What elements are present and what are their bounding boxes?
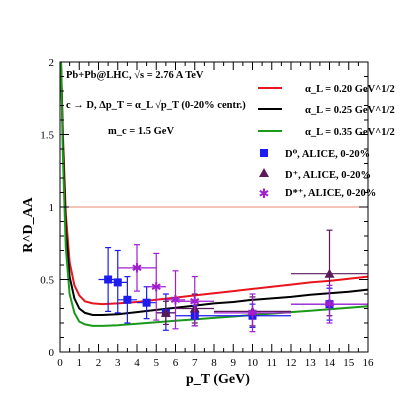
x-tick-label: 15 xyxy=(343,357,355,369)
square-marker xyxy=(123,295,132,304)
x-tick-label: 4 xyxy=(134,357,140,369)
x-tick-label: 14 xyxy=(324,357,336,369)
y-tick-label: 1 xyxy=(49,202,55,214)
data-point-star-2: ✱ xyxy=(165,270,186,330)
square-marker xyxy=(142,298,151,307)
data-point-star-4: ✱ xyxy=(214,293,291,333)
data-point-star-3: ✱ xyxy=(175,276,214,327)
x-tick-label: 2 xyxy=(96,357,102,369)
data-point-layer: ✱ ✱ ✱ ✱ ✱ ✱ xyxy=(98,229,368,333)
x-tick-label: 8 xyxy=(211,357,217,369)
star-marker: ✱ xyxy=(324,297,335,312)
legend: α_L = 0.20 GeV^1/2 α_L = 0.25 GeV^1/2 α_… xyxy=(258,84,395,201)
square-marker xyxy=(113,278,122,287)
star-marker: ✱ xyxy=(189,294,200,309)
x-tick-label: 11 xyxy=(266,357,277,369)
legend-marker-square xyxy=(260,149,268,157)
x-tick-label: 13 xyxy=(305,357,317,369)
curve-series-0 xyxy=(60,61,369,306)
data-point-star-0: ✱ xyxy=(117,244,157,292)
y-tick-label: 1.5 xyxy=(40,130,54,142)
star-marker: ✱ xyxy=(170,292,181,307)
legend-entry-d0: D⁰, ALICE, 0-20% xyxy=(285,149,370,160)
y-tick-label: 0.5 xyxy=(40,275,54,287)
x-tick-label: 3 xyxy=(115,357,121,369)
star-marker: ✱ xyxy=(247,305,258,320)
x-axis-title: p_T (GeV) xyxy=(186,372,250,387)
legend-marker-triangle xyxy=(259,168,269,177)
legend-marker-star: ✱ xyxy=(259,186,270,201)
data-point-square-1 xyxy=(108,249,128,314)
data-point-triangle-0 xyxy=(156,300,176,326)
star-marker: ✱ xyxy=(132,260,143,275)
x-tick-label: 0 xyxy=(57,357,63,369)
charm-mass-annotation: m_c = 1.5 GeV xyxy=(108,126,174,137)
data-point-square-2 xyxy=(117,276,137,324)
x-tick-label: 12 xyxy=(286,357,297,369)
legend-entry-alpha-035: α_L = 0.35 GeV^1/2 xyxy=(305,127,395,138)
legend-entry-alpha-025: α_L = 0.25 GeV^1/2 xyxy=(305,105,395,116)
legend-entry-dstar: D*⁺, ALICE, 0-20% xyxy=(285,188,376,199)
x-tick-label: 9 xyxy=(231,357,237,369)
y-tick-label: 2 xyxy=(49,57,55,69)
x-tick-label: 5 xyxy=(154,357,160,369)
x-tick-label: 1 xyxy=(77,357,83,369)
curve-series-2 xyxy=(60,61,369,327)
x-tick-label: 16 xyxy=(363,357,375,369)
legend-entry-dplus: D⁺, ALICE, 0-20% xyxy=(285,170,371,181)
data-point-star-5: ✱ xyxy=(291,284,368,324)
y-axis-title: R^D_AA xyxy=(21,196,36,252)
square-marker xyxy=(104,275,113,284)
energy-loss-annotation: c → D, Δp_T = α_L √p_T (0-20% centr.) xyxy=(66,99,246,111)
x-tick-label: 7 xyxy=(192,357,198,369)
legend-entry-alpha-020: α_L = 0.20 GeV^1/2 xyxy=(305,84,395,95)
x-tick-label: 6 xyxy=(173,357,179,369)
y-tick-label: 0 xyxy=(49,347,55,359)
x-tick-label: 10 xyxy=(247,357,259,369)
star-marker: ✱ xyxy=(151,279,162,294)
triangle-marker xyxy=(324,268,335,278)
data-point-star-1: ✱ xyxy=(146,252,166,321)
collision-annotation: Pb+Pb@LHC, √s = 2.76 A TeV xyxy=(66,69,204,81)
triangle-marker xyxy=(160,307,171,317)
